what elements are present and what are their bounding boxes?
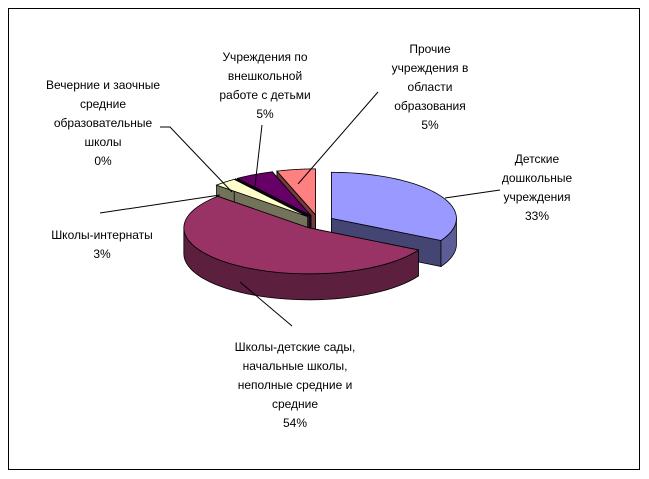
value-label: 33% (524, 209, 550, 223)
value-label: 3% (93, 247, 111, 261)
category-label: Школы-интернаты (51, 228, 153, 242)
pie-slice (183, 195, 420, 275)
category-label: Школы-детские сады, начальные школы, неп… (234, 340, 356, 411)
value-label: 54% (282, 416, 308, 430)
category-label: Детские дошкольные учреждения (501, 152, 573, 204)
slice-group (183, 195, 420, 301)
pie-slice (276, 168, 316, 216)
data-label: Школы-детские сады, начальные школы, неп… (230, 338, 360, 433)
value-label: 5% (421, 118, 439, 132)
value-label: 0% (94, 154, 112, 168)
category-label: Учреждения по внешкольной работе с детьм… (219, 50, 311, 102)
category-label: Вечерние и заочные средние образовательн… (45, 78, 161, 149)
leader-line (160, 126, 233, 193)
data-label: Вечерние и заочные средние образовательн… (43, 76, 163, 171)
leader-line (99, 194, 221, 214)
data-label: Школы-интернаты 3% (37, 226, 167, 264)
pie-slice (215, 178, 308, 217)
leader-line (254, 124, 263, 187)
category-label: Прочие учреждения в области образования (391, 42, 469, 113)
data-label: Учреждения по внешкольной работе с детьм… (210, 48, 320, 124)
data-label: Прочие учреждения в области образования 5… (384, 40, 476, 135)
pie-slice (331, 171, 457, 241)
value-label: 5% (256, 107, 274, 121)
leader-line (297, 91, 379, 185)
data-label: Детские дошкольные учреждения 33% (487, 150, 587, 226)
leader-line (239, 281, 293, 327)
leader-line (444, 189, 501, 199)
